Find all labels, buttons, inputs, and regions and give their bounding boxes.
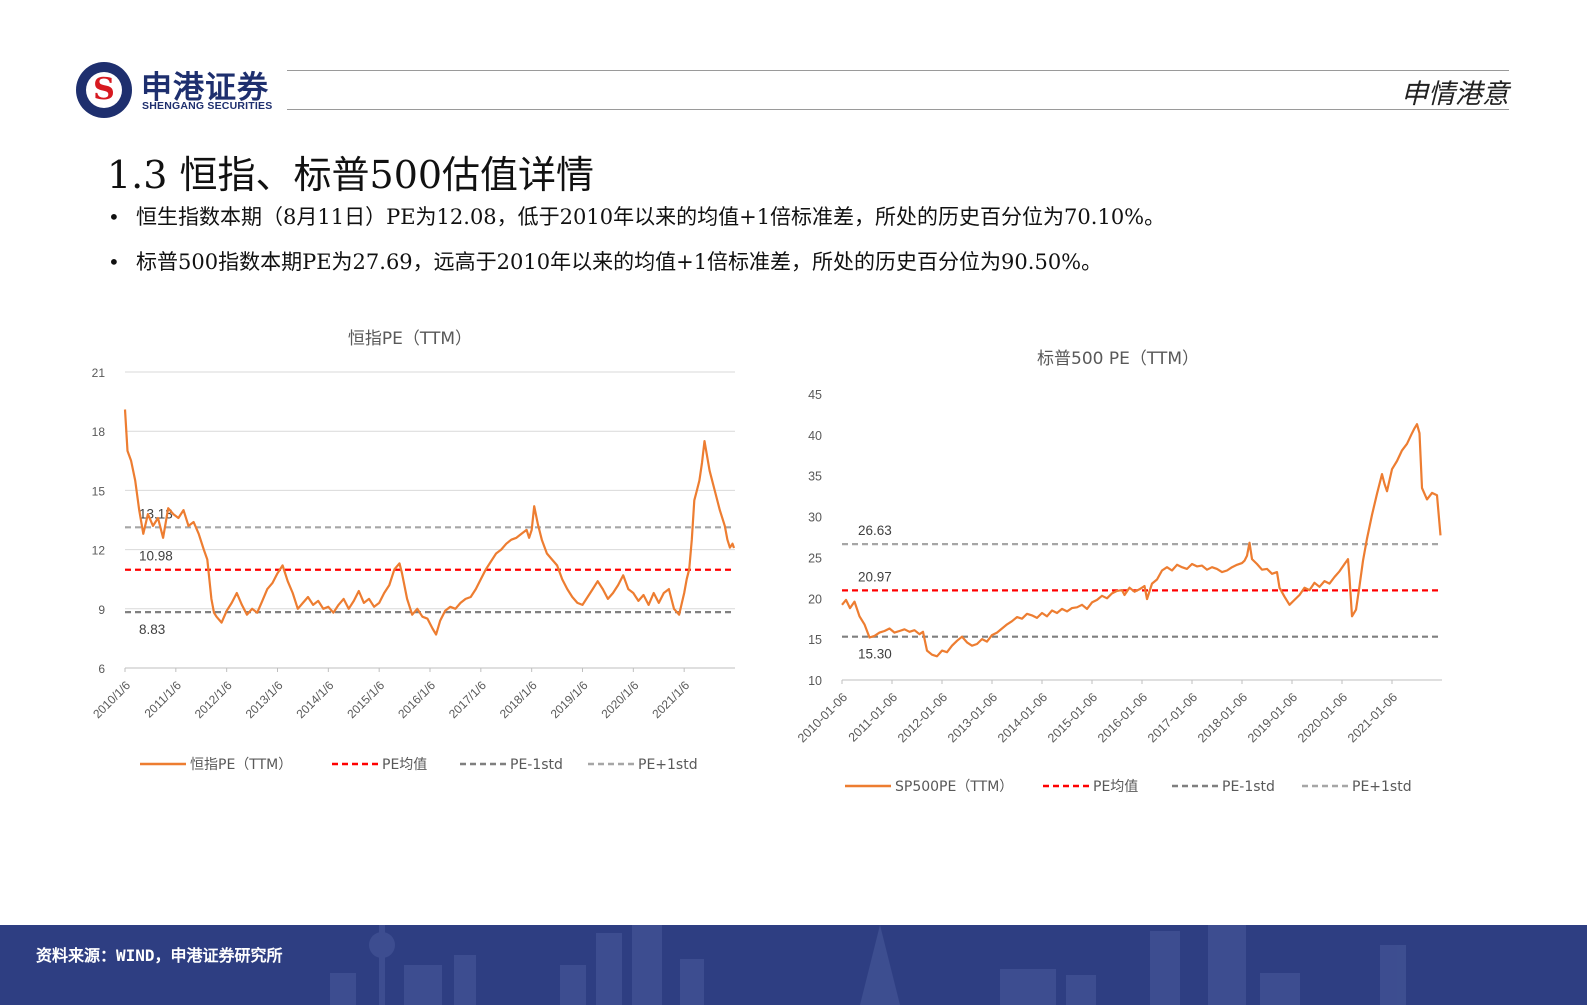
bullet-text: 标普500指数本期PE为27.69，远高于2010年以来的均值+1倍标准差，所处…: [136, 250, 1103, 274]
x-tick-label: 2012/1/6: [192, 678, 235, 721]
legend-label: 恒指PE（TTM）: [190, 757, 292, 773]
x-tick-label: 2016/1/6: [395, 678, 438, 721]
hsi-pe-chart-svg: 恒指PE（TTM） 6 9 12 15 18 21 2010/1/6 2011/1/6 2012/…: [90, 329, 736, 773]
y-tick-label: 21: [92, 366, 106, 380]
legend-label: PE-1std: [1222, 779, 1275, 795]
bullet-dot-icon: •: [108, 250, 120, 274]
header-rule-top: [287, 70, 1509, 71]
page-title: 1.3 恒指、标普500估值详情: [107, 153, 595, 197]
x-tick-label: 2018/1/6: [497, 678, 540, 721]
reference-line-label: 15.30: [858, 647, 892, 662]
y-tick-label: 18: [92, 425, 106, 439]
bullet-item: • 标普500指数本期PE为27.69，远高于2010年以来的均值+1倍标准差，…: [108, 244, 1165, 289]
legend-label: PE-1std: [510, 757, 563, 773]
x-tick-label: 2016-01-06: [1095, 690, 1150, 745]
hsi-pe-chart: 恒指PE（TTM） 6 9 12 15 18 21 2010/1/6 2011/1/6 2012/…: [75, 320, 765, 790]
y-tick-label: 25: [808, 551, 822, 565]
y-tick-label: 40: [808, 429, 822, 443]
bullet-list: • 恒生指数本期（8月11日）PE为12.08，低于2010年以来的均值+1倍标…: [108, 199, 1165, 289]
chart-title: 恒指PE（TTM）: [348, 329, 472, 349]
legend-label: PE均值: [382, 757, 427, 773]
x-tick-label: 2019-01-06: [1245, 690, 1300, 745]
series-line: [841, 423, 1442, 658]
header-rule-bottom: [287, 109, 1509, 110]
x-tick-label: 2010-01-06: [795, 690, 850, 745]
reference-line-label: 20.97: [858, 569, 892, 584]
y-tick-label: 12: [92, 544, 106, 558]
x-tick-label: 2019/1/6: [548, 678, 591, 721]
y-tick-label: 15: [92, 484, 106, 498]
legend-label: PE均值: [1093, 779, 1138, 795]
footer-banner: 资料来源：WIND，申港证券研究所: [0, 925, 1587, 1005]
x-tick-label: 2020/1/6: [599, 678, 642, 721]
brand-name: 申港证券: [141, 70, 269, 106]
x-tick-label: 2021-01-06: [1345, 690, 1400, 745]
bullet-text: 恒生指数本期（8月11日）PE为12.08，低于2010年以来的均值+1倍标准差…: [136, 205, 1166, 229]
x-tick-label: 2018-01-06: [1195, 690, 1250, 745]
page-header: S 申港证券 SHENGANG SECURITIES 申情港意: [0, 0, 1587, 125]
x-tick-label: 2011-01-06: [846, 690, 900, 744]
reference-line-label: 10.98: [139, 549, 173, 564]
sp500-pe-chart: 标普500 PE（TTM） 10 15 20 25 30 35 40 45 2010-01-06 2…: [790, 342, 1470, 812]
y-tick-label: 9: [98, 603, 105, 617]
reference-line-label: 26.63: [858, 523, 892, 538]
x-tick-label: 2015-01-06: [1045, 690, 1100, 745]
x-tick-label: 2012-01-06: [895, 690, 950, 745]
bullet-item: • 恒生指数本期（8月11日）PE为12.08，低于2010年以来的均值+1倍标…: [108, 199, 1165, 244]
series-line: [123, 409, 736, 636]
x-tick-label: 2015/1/6: [344, 678, 387, 721]
brand-logo: S: [76, 62, 132, 118]
skyline-illustration: [330, 925, 1406, 1005]
x-tick-label: 2017/1/6: [446, 678, 489, 721]
logo-letter: S: [93, 72, 115, 107]
x-tick-label: 2014/1/6: [294, 678, 337, 721]
bullet-dot-icon: •: [108, 205, 120, 229]
y-tick-label: 30: [808, 511, 822, 525]
legend-label: SP500PE（TTM）: [895, 779, 1013, 795]
x-tick-label: 2013-01-06: [945, 690, 1000, 745]
x-tick-label: 2021/1/6: [649, 678, 692, 721]
x-tick-label: 2011/1/6: [142, 678, 185, 721]
y-tick-label: 10: [808, 674, 822, 688]
x-tick-label: 2010/1/6: [90, 678, 133, 721]
legend-label: PE+1std: [638, 757, 698, 773]
reference-line-label: 8.83: [139, 622, 165, 637]
x-tick-label: 2020-01-06: [1295, 690, 1350, 745]
legend-label: PE+1std: [1352, 779, 1412, 795]
sp500-pe-chart-svg: 标普500 PE（TTM）10152025303540452010-01-062…: [795, 349, 1442, 795]
y-tick-label: 15: [808, 633, 822, 647]
x-tick-label: 2014-01-06: [995, 690, 1050, 745]
source-note: 资料来源：WIND，申港证券研究所: [36, 946, 283, 965]
y-tick-label: 45: [808, 388, 822, 402]
chart-title: 标普500 PE（TTM）: [1037, 349, 1199, 369]
x-tick-label: 2013/1/6: [243, 678, 286, 721]
y-tick-label: 35: [808, 470, 822, 484]
tagline: 申情港意: [1401, 79, 1509, 110]
brand-name-english: SHENGANG SECURITIES: [142, 100, 273, 112]
y-tick-label: 20: [808, 592, 822, 606]
x-tick-label: 2017-01-06: [1145, 690, 1200, 745]
y-tick-label: 6: [98, 662, 105, 676]
